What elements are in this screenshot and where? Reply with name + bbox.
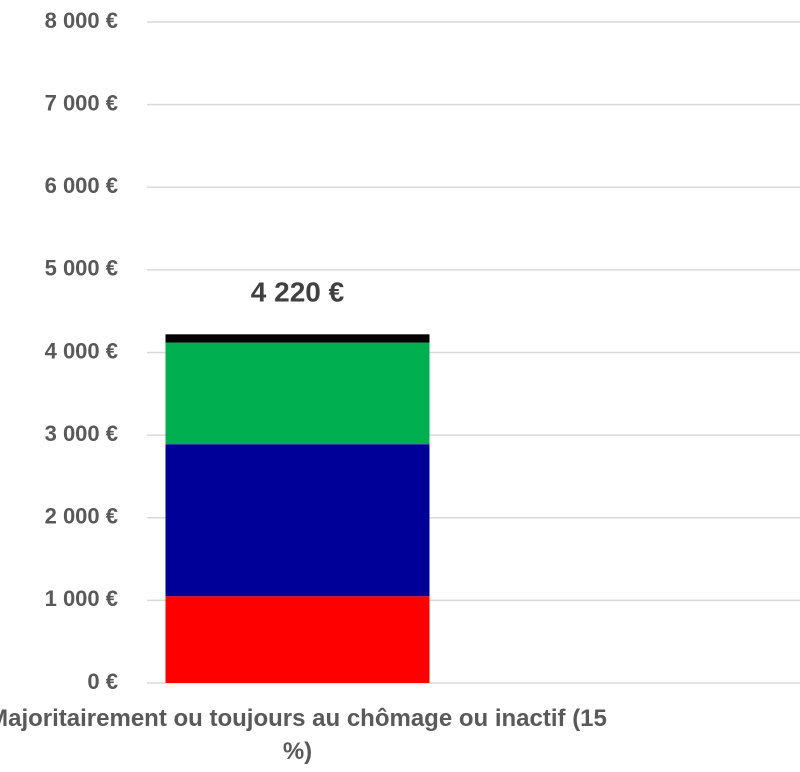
y-tick-label: 6 000 €: [45, 173, 118, 198]
bar-segment: [165, 334, 430, 343]
chart: 0 € 1 000 € 2 000 € 3 000 € 4 000 € 5 000 € 6 …: [45, 8, 800, 694]
y-tick-label: 1 000 €: [45, 586, 118, 611]
y-tick-label: 4 000 €: [45, 338, 118, 363]
total-label: 4 220 €: [251, 277, 345, 308]
y-tick-label: 5 000 €: [45, 256, 118, 281]
y-tick-label: 3 000 €: [45, 421, 118, 446]
y-tick-label: 8 000 €: [45, 8, 118, 33]
y-tick-label: 7 000 €: [45, 90, 118, 115]
bar-segment: [165, 596, 430, 683]
bar-segment: [165, 444, 430, 597]
y-tick-label: 2 000 €: [45, 504, 118, 529]
y-tick-label: 0 €: [87, 669, 118, 694]
x-tick-label: Majoritairement ou toujours au chômage o…: [0, 705, 607, 765]
bar-segment: [165, 342, 430, 445]
